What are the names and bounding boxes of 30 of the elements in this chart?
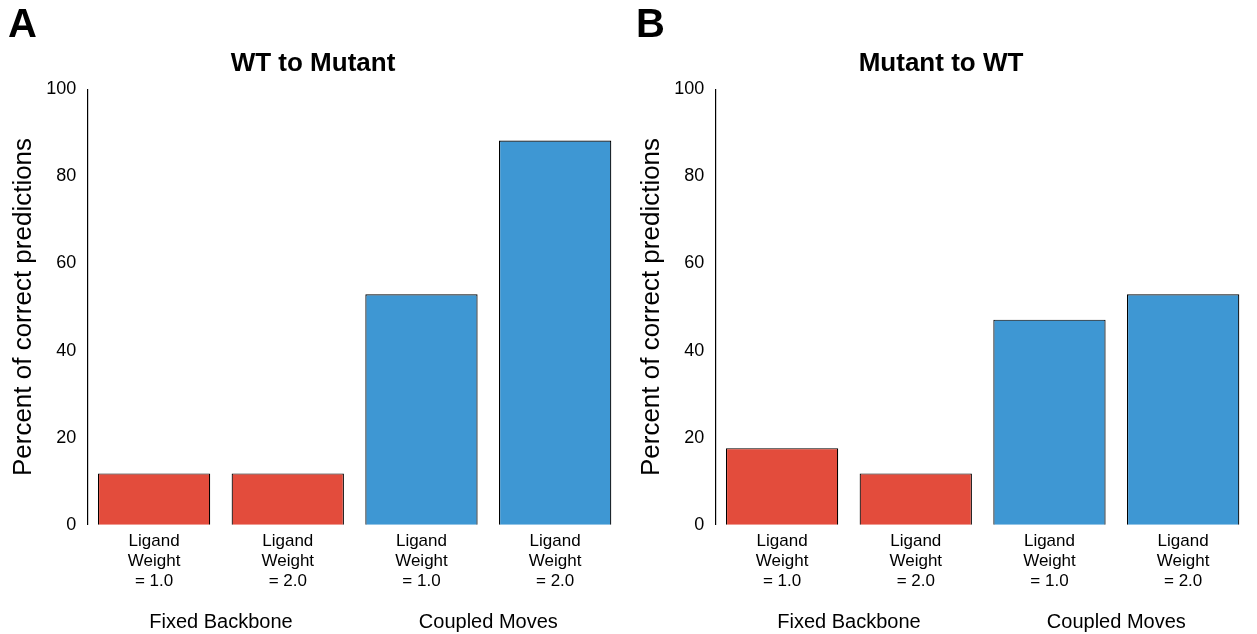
y-tick-label: 60 xyxy=(684,252,705,273)
text: B xyxy=(636,1,665,46)
x-tick-label: Ligand Weight = 2.0 xyxy=(889,530,943,591)
y-tick-label: 20 xyxy=(684,426,705,447)
y-axis-title: Percent of correct predictions xyxy=(6,137,37,477)
text: Fixed Backbone xyxy=(777,609,921,632)
x-tick-label: Ligand Weight = 2.0 xyxy=(261,530,315,591)
y-tick-label: 20 xyxy=(56,426,77,447)
text: Fixed Backbone xyxy=(149,609,293,632)
x-tick-label: Ligand Weight = 2.0 xyxy=(1156,530,1210,591)
x-tick-label: Ligand Weight = 1.0 xyxy=(395,530,449,591)
y-tick-label: 60 xyxy=(56,252,77,273)
y-tick-label: 40 xyxy=(684,339,705,360)
x-tick-label: Ligand Weight = 1.0 xyxy=(1023,530,1077,591)
y-tick-label: 80 xyxy=(684,165,705,186)
y-tick-label: 40 xyxy=(56,339,77,360)
y-tick-label: 0 xyxy=(66,513,77,534)
text: A xyxy=(8,1,37,46)
text: Coupled Moves xyxy=(418,609,558,632)
chart-title: Mutant to WT xyxy=(858,46,1024,77)
y-tick-label: 80 xyxy=(56,165,77,186)
y-tick-label: 100 xyxy=(674,78,705,99)
x-tick-label: Ligand Weight = 2.0 xyxy=(528,530,582,591)
chart-title: WT to Mutant xyxy=(230,46,396,77)
y-tick-label: 100 xyxy=(46,78,77,99)
y-tick-label: 0 xyxy=(694,513,705,534)
text: Coupled Moves xyxy=(1046,609,1186,632)
x-tick-label: Ligand Weight = 1.0 xyxy=(755,530,809,591)
y-axis-title: Percent of correct predictions xyxy=(634,137,665,477)
x-tick-label: Ligand Weight = 1.0 xyxy=(127,530,181,591)
